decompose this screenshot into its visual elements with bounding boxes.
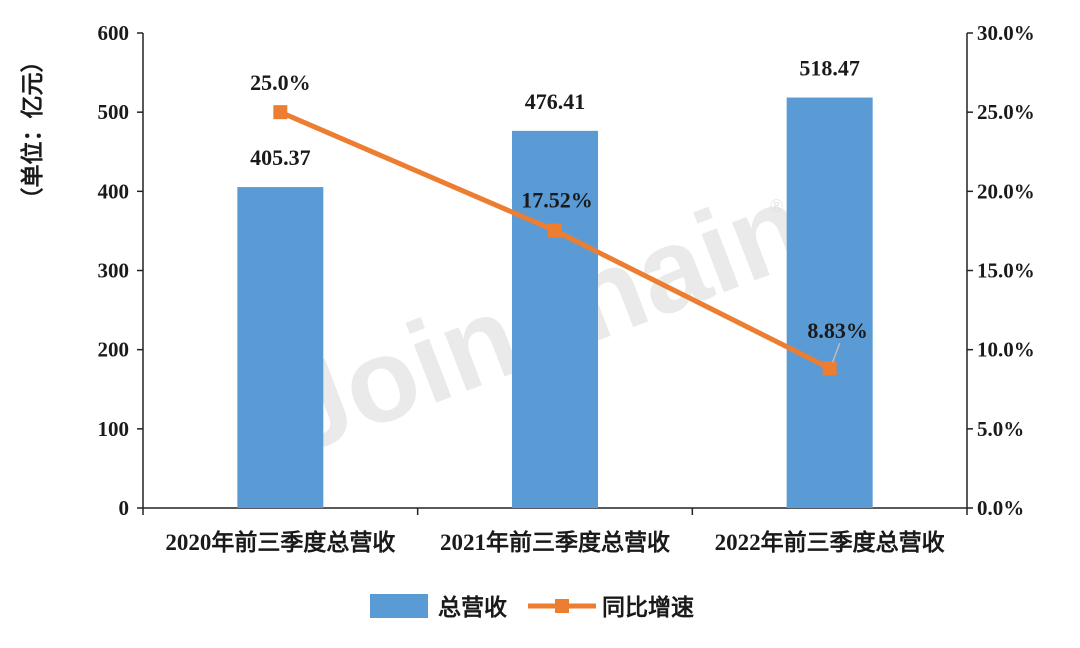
bar-data-label: 405.37 (250, 145, 311, 170)
y2-tick-label: 15.0% (977, 259, 1035, 283)
bar (237, 187, 324, 508)
legend-bar-label: 总营收 (438, 594, 507, 621)
y2-tick-label: 30.0% (977, 21, 1035, 45)
line-point-marker (548, 223, 562, 238)
bar-data-label: 476.41 (525, 89, 586, 114)
line-data-label: 17.52% (521, 188, 593, 213)
line-data-label: 25.0% (250, 70, 311, 95)
y2-tick-label: 25.0% (977, 100, 1035, 124)
y2-tick-label: 0.0% (977, 496, 1024, 520)
x-tick-label: 2022年前三季度总营收 (715, 529, 945, 555)
legend-line-marker (555, 599, 569, 613)
label-leader-line (831, 342, 841, 363)
data-labels: 405.37 476.41 518.47 25.0% 17.52% 8.83% (250, 56, 868, 363)
watermark-registered-mark: ® (770, 196, 783, 216)
y2-tick-label: 5.0% (977, 417, 1024, 441)
line-point-marker (273, 105, 288, 120)
x-tick-label: 2021年前三季度总营收 (440, 529, 670, 555)
y-tick-label: 0 (119, 496, 130, 520)
line-data-label: 8.83% (807, 318, 868, 343)
bar-series (237, 97, 873, 508)
x-tick-label: 2020年前三季度总营收 (165, 529, 395, 555)
y2-tick-label: 20.0% (977, 179, 1035, 203)
bar (786, 97, 873, 508)
bar-data-label: 518.47 (799, 56, 860, 81)
legend-bar-swatch (370, 594, 428, 618)
y-tick-label: 500 (98, 100, 130, 124)
bar (512, 130, 598, 508)
y2-tick-label: 10.0% (977, 338, 1035, 362)
line-point-marker (822, 361, 837, 376)
y-tick-label: 300 (98, 259, 130, 283)
legend: 总营收 同比增速 (370, 594, 694, 621)
y-tick-label: 600 (98, 21, 130, 45)
line-series (273, 105, 837, 376)
y-tick-label: 200 (98, 338, 130, 362)
legend-line-label: 同比增速 (602, 594, 694, 621)
y-tick-label: 100 (98, 417, 130, 441)
y-axis-title: （单位：亿元） (19, 50, 46, 211)
y-tick-label: 400 (98, 179, 130, 203)
